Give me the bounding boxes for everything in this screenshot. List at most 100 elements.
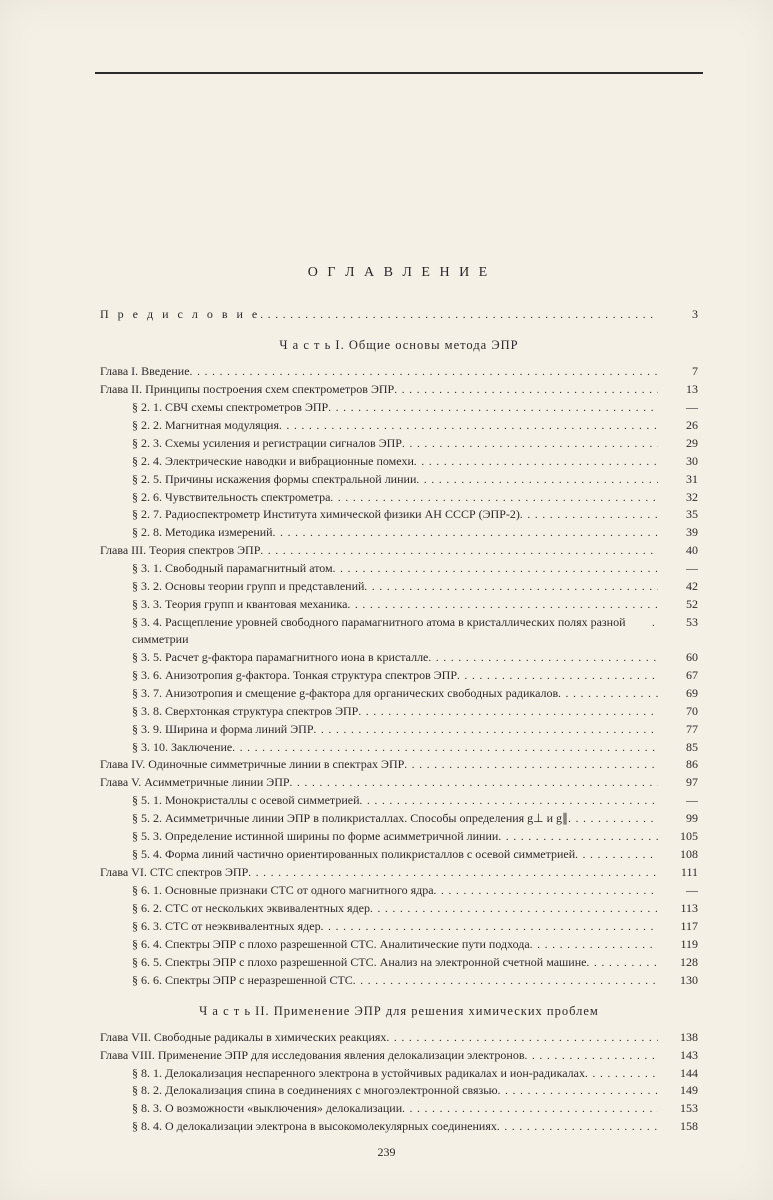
toc-page: 144 <box>658 1065 698 1082</box>
toc-page: 7 <box>658 363 698 380</box>
toc-row: § 5. 1. Монокристаллы с осевой симметрие… <box>100 792 698 810</box>
toc-label: § 3. 7. Анизотропия и смещение g-фактора… <box>132 685 558 702</box>
toc-row: § 3. 10. Заключение 85 <box>100 739 698 757</box>
toc-page: 53 <box>658 614 698 631</box>
toc-label: § 3. 8. Сверхтонкая структура спектров Э… <box>132 703 358 720</box>
page: О Г Л А В Л Е Н И Е П р е д и с л о в и … <box>0 0 773 1200</box>
toc-row: § 8. 1. Делокализация неспаренного элект… <box>100 1065 698 1083</box>
toc-label: § 3. 6. Анизотропия g-фактора. Тонкая ст… <box>132 667 457 684</box>
toc-page: 39 <box>658 524 698 541</box>
leader-dots <box>314 723 659 739</box>
toc-page: 119 <box>658 936 698 953</box>
toc-page: 99 <box>658 810 698 827</box>
part-heading: Ч а с т ь II. Применение ЭПР для решения… <box>100 1004 698 1019</box>
toc-row: § 8. 2. Делокализация спина в соединения… <box>100 1082 698 1100</box>
toc-label: Глава V. Асимметричные линии ЭПР <box>100 774 290 791</box>
toc-label: § 2. 7. Радиоспектрометр Института химич… <box>132 506 520 523</box>
toc-label: § 8. 3. О возможности «выключения» делок… <box>132 1100 402 1117</box>
toc-page: — <box>658 882 698 899</box>
toc-row: Глава VII. Свободные радикалы в химическ… <box>100 1029 698 1047</box>
leader-dots <box>386 1031 658 1047</box>
toc-row-preface: П р е д и с л о в и е 3 <box>100 306 698 324</box>
toc-row: § 2. 4. Электрические наводки и вибрацио… <box>100 453 698 471</box>
toc-row: § 8. 3. О возможности «выключения» делок… <box>100 1100 698 1118</box>
toc-label: § 3. 2. Основы теории групп и представле… <box>132 578 364 595</box>
leader-dots <box>586 956 658 972</box>
toc-row: § 6. 6. Спектры ЭПР с неразрешенной СТС1… <box>100 972 698 990</box>
toc-row: § 3. 5. Расчет g-фактора парамагнитного … <box>100 649 698 667</box>
toc-row: Глава V. Асимметричные линии ЭПР 97 <box>100 774 698 792</box>
toc-page: 40 <box>658 542 698 559</box>
toc-page: 26 <box>658 417 698 434</box>
leader-dots <box>321 920 658 936</box>
toc-row: Глава III. Теория спектров ЭПР 40 <box>100 542 698 560</box>
toc-page: 52 <box>658 596 698 613</box>
leader-dots <box>260 544 658 560</box>
leader-dots <box>498 830 658 846</box>
toc-page: 69 <box>658 685 698 702</box>
toc-page: 70 <box>658 703 698 720</box>
toc-page: 32 <box>658 489 698 506</box>
toc-page: 29 <box>658 435 698 452</box>
toc-row: § 8. 4. О делокализации электрона в высо… <box>100 1118 698 1136</box>
top-rule <box>95 72 703 74</box>
toc-row: § 3. 6. Анизотропия g-фактора. Тонкая ст… <box>100 667 698 685</box>
toc-page: 31 <box>658 471 698 488</box>
leader-dots <box>575 848 658 864</box>
toc-label: § 5. 2. Асимметричные линии ЭПР в поликр… <box>132 810 568 827</box>
toc-label: § 2. 1. СВЧ схемы спектрометров ЭПР <box>132 399 328 416</box>
toc-page: 113 <box>658 900 698 917</box>
toc-label: § 3. 5. Расчет g-фактора парамагнитного … <box>132 649 428 666</box>
toc-row: § 5. 3. Определение истинной ширины по ф… <box>100 828 698 846</box>
toc-label: § 3. 10. Заключение <box>132 739 232 756</box>
toc-row: Глава IV. Одиночные симметричные линии в… <box>100 756 698 774</box>
part-heading: Ч а с т ь I. Общие основы метода ЭПР <box>100 338 698 353</box>
toc-page: 42 <box>658 578 698 595</box>
toc-page: 77 <box>658 721 698 738</box>
toc-row: § 3. 7. Анизотропия и смещение g-фактора… <box>100 685 698 703</box>
leader-dots <box>652 616 658 632</box>
toc-row: § 6. 4. Спектры ЭПР с плохо разрешенной … <box>100 936 698 954</box>
toc-label: Глава IV. Одиночные симметричные линии в… <box>100 756 404 773</box>
leader-dots <box>328 401 658 417</box>
toc-page: 117 <box>658 918 698 935</box>
leader-dots <box>364 580 658 596</box>
toc-label: § 6. 1. Основные признаки СТС от одного … <box>132 882 434 899</box>
toc-page: 130 <box>658 972 698 989</box>
toc-label: Глава III. Теория спектров ЭПР <box>100 542 260 559</box>
leader-dots <box>347 598 658 614</box>
toc-row: § 3. 2. Основы теории групп и представле… <box>100 578 698 596</box>
leader-dots <box>402 437 658 453</box>
toc-row: § 5. 2. Асимметричные линии ЭПР в поликр… <box>100 810 698 828</box>
toc-page: 60 <box>658 649 698 666</box>
toc-page: 138 <box>658 1029 698 1046</box>
toc-page: — <box>658 792 698 809</box>
toc-page: 97 <box>658 774 698 791</box>
toc-row: § 2. 1. СВЧ схемы спектрометров ЭПР— <box>100 399 698 417</box>
toc-label: § 6. 3. СТС от неэквивалентных ядер <box>132 918 321 935</box>
toc-label: § 2. 2. Магнитная модуляция <box>132 417 279 434</box>
toc-page: 108 <box>658 846 698 863</box>
leader-dots <box>370 902 658 918</box>
toc-page: 143 <box>658 1047 698 1064</box>
leader-dots <box>428 651 658 667</box>
leader-dots <box>248 866 658 882</box>
leader-dots <box>330 491 658 507</box>
toc-row: § 6. 2. СТС от нескольких эквивалентных … <box>100 900 698 918</box>
toc-row: § 3. 1. Свободный парамагнитный атом— <box>100 560 698 578</box>
leader-dots <box>394 383 658 399</box>
toc-page: 85 <box>658 739 698 756</box>
toc-label: П р е д и с л о в и е <box>100 306 260 323</box>
toc-label: § 3. 4. Расщепление уровней свободного п… <box>132 614 652 649</box>
leader-dots <box>585 1067 658 1083</box>
toc-label: § 3. 3. Теория групп и квантовая механик… <box>132 596 347 613</box>
toc-label: Глава II. Принципы построения схем спект… <box>100 381 394 398</box>
leader-dots <box>434 884 658 900</box>
toc-label: § 2. 8. Методика измерений <box>132 524 273 541</box>
toc-label: Глава VII. Свободные радикалы в химическ… <box>100 1029 386 1046</box>
toc-row: § 3. 8. Сверхтонкая структура спектров Э… <box>100 703 698 721</box>
toc-label: § 6. 4. Спектры ЭПР с плохо разрешенной … <box>132 936 530 953</box>
leader-dots <box>232 741 658 757</box>
toc-label: § 3. 1. Свободный парамагнитный атом <box>132 560 333 577</box>
leader-dots <box>260 308 658 324</box>
